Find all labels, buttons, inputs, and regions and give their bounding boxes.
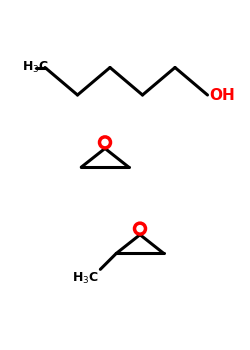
Text: OH: OH xyxy=(209,88,234,103)
Text: H$_3$C: H$_3$C xyxy=(22,60,50,75)
Text: H$_3$C: H$_3$C xyxy=(72,271,99,286)
Circle shape xyxy=(100,137,110,148)
Circle shape xyxy=(134,223,145,234)
